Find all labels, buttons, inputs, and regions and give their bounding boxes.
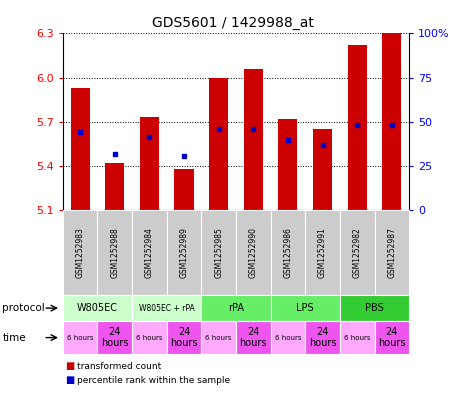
Text: time: time — [2, 332, 26, 343]
Text: GSM1252990: GSM1252990 — [249, 227, 258, 278]
Text: GSM1252987: GSM1252987 — [387, 227, 396, 278]
Text: 24
hours: 24 hours — [378, 327, 405, 348]
Text: ■: ■ — [65, 375, 74, 385]
Text: W805EC + rPA: W805EC + rPA — [139, 304, 194, 312]
Text: W805EC: W805EC — [77, 303, 118, 313]
Text: GSM1252982: GSM1252982 — [353, 227, 362, 278]
Text: 6 hours: 6 hours — [344, 334, 371, 341]
Text: PBS: PBS — [365, 303, 384, 313]
Text: GSM1252988: GSM1252988 — [110, 227, 119, 278]
Text: GSM1252991: GSM1252991 — [318, 227, 327, 278]
Bar — [105, 163, 124, 210]
Text: GSM1252989: GSM1252989 — [179, 227, 188, 278]
Text: 24
hours: 24 hours — [101, 327, 128, 348]
Text: transformed count: transformed count — [77, 362, 161, 371]
Bar — [71, 88, 90, 210]
Text: protocol: protocol — [2, 303, 45, 313]
Bar — [313, 129, 332, 210]
Text: GSM1252984: GSM1252984 — [145, 227, 154, 278]
Bar — [279, 119, 298, 210]
Text: GSM1252985: GSM1252985 — [214, 227, 223, 278]
Bar — [174, 169, 193, 210]
Bar — [244, 69, 263, 210]
Bar — [382, 33, 401, 210]
Text: GSM1252983: GSM1252983 — [76, 227, 85, 278]
Text: 24
hours: 24 hours — [309, 327, 336, 348]
Bar — [140, 118, 159, 210]
Text: ■: ■ — [65, 361, 74, 371]
Text: GSM1252986: GSM1252986 — [284, 227, 292, 278]
Text: LPS: LPS — [297, 303, 314, 313]
Text: 6 hours: 6 hours — [136, 334, 163, 341]
Text: 6 hours: 6 hours — [67, 334, 93, 341]
Text: 24
hours: 24 hours — [239, 327, 267, 348]
Bar — [209, 77, 228, 210]
Text: rPA: rPA — [228, 303, 244, 313]
Text: 24
hours: 24 hours — [170, 327, 198, 348]
Text: 6 hours: 6 hours — [275, 334, 301, 341]
Text: GDS5601 / 1429988_at: GDS5601 / 1429988_at — [152, 16, 313, 30]
Text: 6 hours: 6 hours — [206, 334, 232, 341]
Bar — [348, 45, 367, 210]
Text: percentile rank within the sample: percentile rank within the sample — [77, 376, 230, 384]
